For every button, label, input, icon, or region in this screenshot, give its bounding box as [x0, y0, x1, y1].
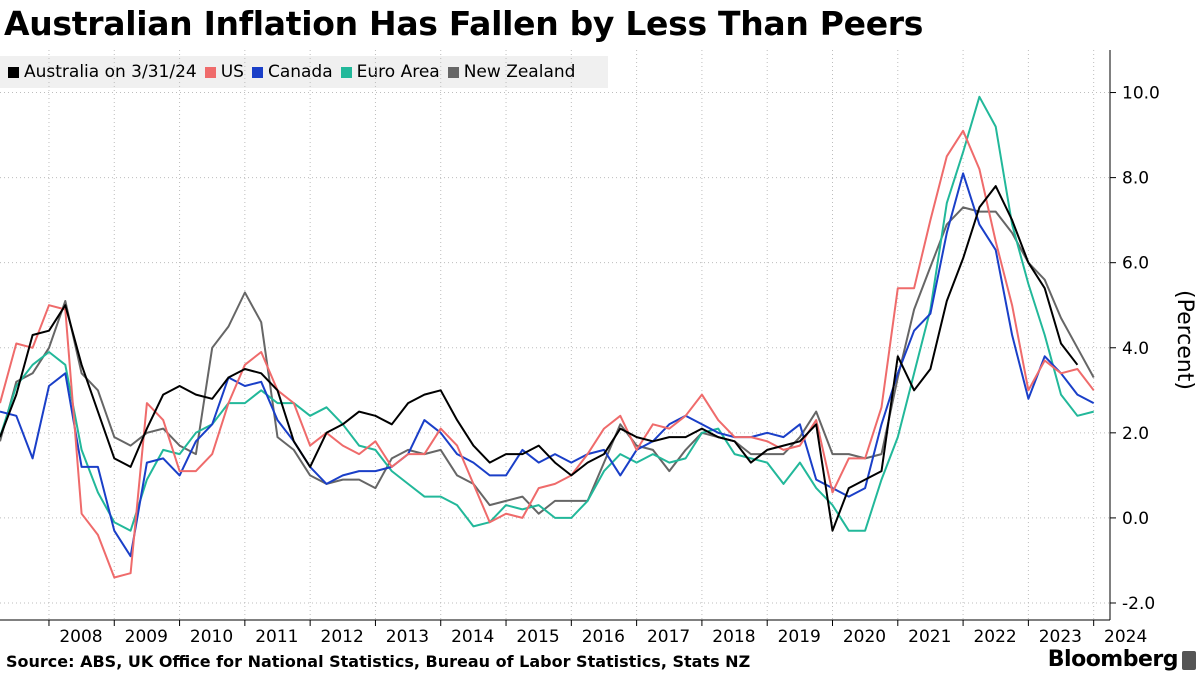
series-line-new-zealand — [0, 206, 1095, 515]
legend-item-australia[interactable]: Australia on 3/31/24 — [8, 62, 197, 82]
legend-swatch-australia — [8, 66, 19, 78]
legend-label-us: US — [220, 62, 244, 82]
x-tick-label: 2018 — [712, 627, 755, 647]
legend-item-new-zealand[interactable]: New Zealand — [447, 62, 576, 82]
legend-label-new-zealand: New Zealand — [463, 62, 576, 82]
x-tick-label: 2011 — [255, 627, 298, 647]
x-tick-label: 2016 — [582, 627, 625, 647]
x-tick-label: 2010 — [190, 627, 233, 647]
x-tick-label: 2014 — [451, 627, 494, 647]
legend-label-euro-area: Euro Area — [356, 62, 440, 82]
x-tick-label: 2013 — [386, 627, 429, 647]
series-line-canada — [0, 172, 1095, 558]
x-tick-label: 2021 — [908, 627, 951, 647]
x-tick-label: 2015 — [516, 627, 559, 647]
x-tick-label: 2024 — [1104, 627, 1147, 647]
x-tick-label: 2008 — [59, 627, 102, 647]
legend-swatch-us — [204, 66, 216, 78]
bloomberg-terminal-icon — [1182, 651, 1196, 670]
legend-item-euro-area[interactable]: Euro Area — [340, 62, 440, 82]
y-tick-label: 0.0 — [1122, 509, 1149, 529]
series-line-australia-on-3-31-24 — [0, 185, 1079, 532]
x-tick-label: 2020 — [843, 627, 886, 647]
y-tick-label: -2.0 — [1122, 594, 1155, 614]
x-tick-label: 2017 — [647, 627, 690, 647]
y-tick-label: 8.0 — [1122, 169, 1149, 189]
legend-item-canada[interactable]: Canada — [251, 62, 333, 82]
x-tick-label: 2019 — [778, 627, 821, 647]
source-note: Source: ABS, UK Office for National Stat… — [6, 652, 751, 671]
x-tick-label: 2009 — [125, 627, 168, 647]
legend-label-australia: Australia on 3/31/24 — [24, 62, 197, 82]
chart-legend: Australia on 3/31/24 US Canada Euro Area… — [0, 56, 608, 88]
y-tick-label: 10.0 — [1122, 84, 1160, 104]
x-tick-label: 2022 — [973, 627, 1016, 647]
y-tick-label: 4.0 — [1122, 339, 1149, 359]
brand-logo: Bloomberg — [1047, 647, 1179, 672]
chart-title: Australian Inflation Has Fallen by Less … — [4, 4, 924, 43]
legend-swatch-new-zealand — [447, 66, 459, 78]
series-line-us — [0, 129, 1095, 579]
legend-swatch-euro-area — [340, 66, 352, 78]
legend-swatch-canada — [251, 66, 263, 78]
x-tick-label: 2012 — [321, 627, 364, 647]
legend-label-canada: Canada — [267, 62, 333, 82]
x-tick-label: 2023 — [1039, 627, 1082, 647]
legend-item-us[interactable]: US — [204, 62, 244, 82]
y-tick-label: 6.0 — [1122, 254, 1149, 274]
y-tick-label: 2.0 — [1122, 424, 1149, 444]
y-axis-label: (Percent) — [1172, 290, 1197, 390]
